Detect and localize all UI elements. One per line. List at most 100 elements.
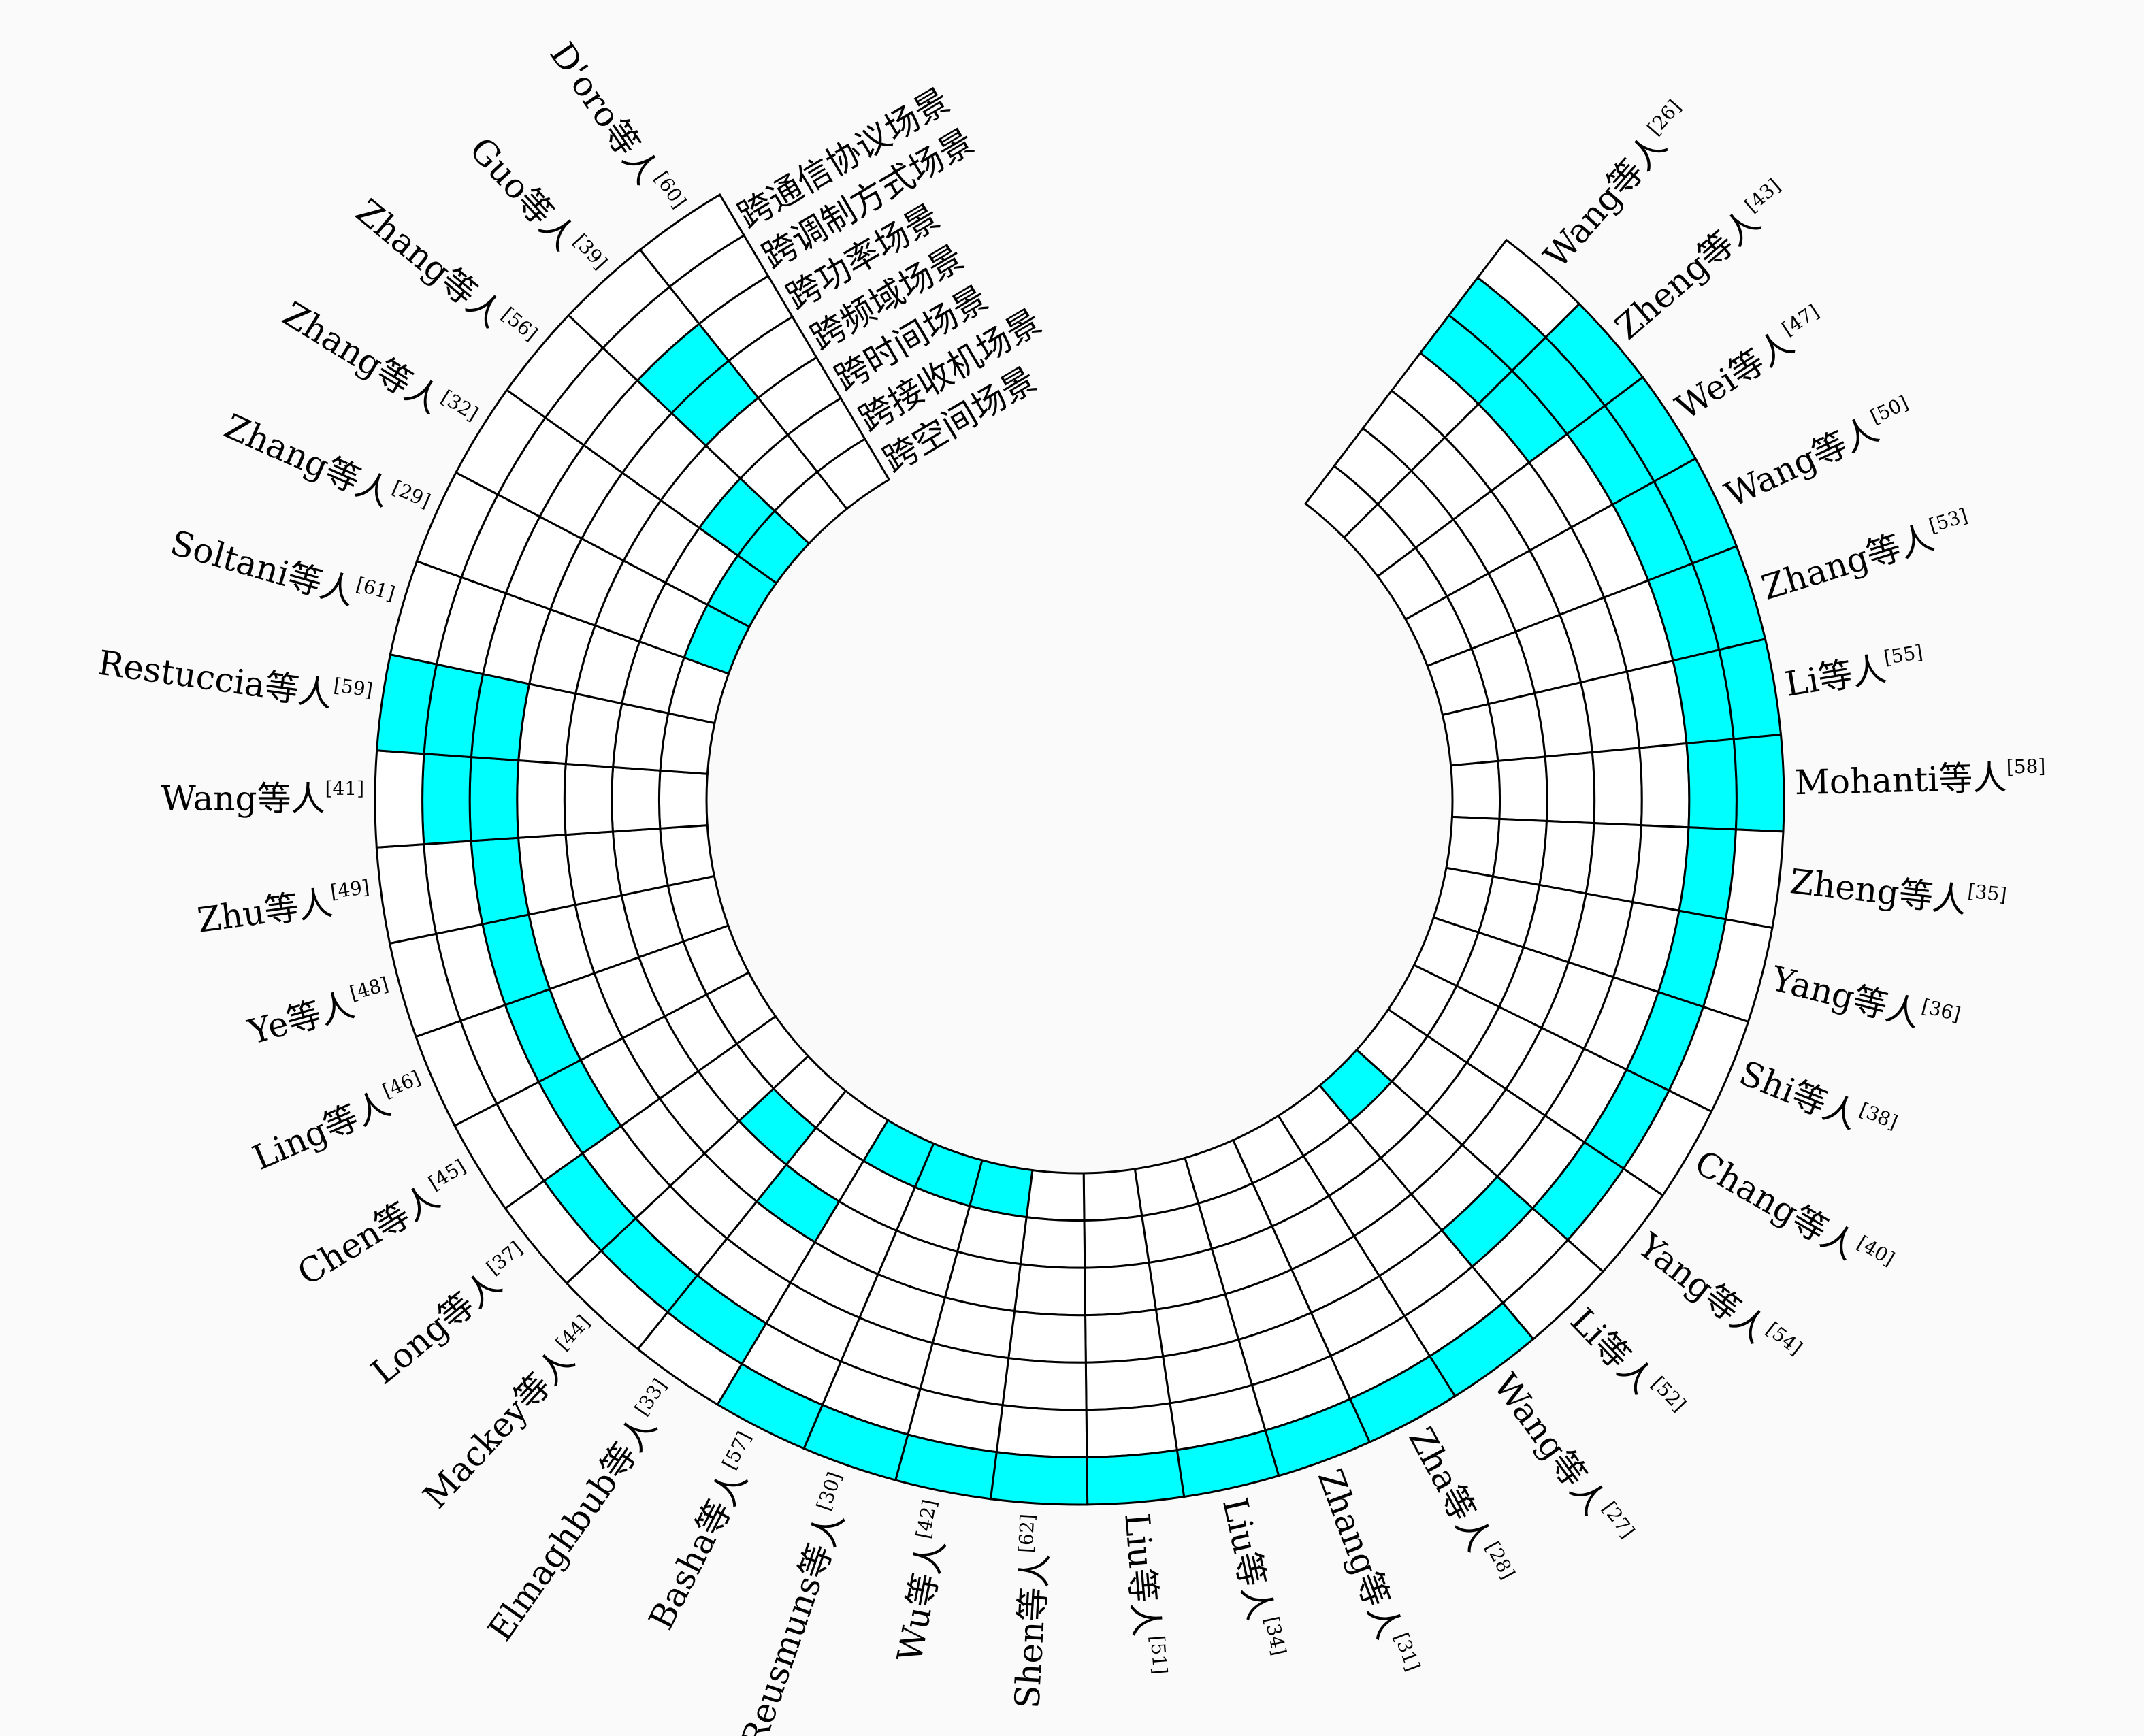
grid-cell xyxy=(1084,1308,1165,1364)
paper-name: Wei等人 xyxy=(1669,323,1800,428)
paper-ref: [48] xyxy=(347,972,391,1004)
paper-ref: [31] xyxy=(1390,1630,1425,1674)
grid-cell xyxy=(1013,1262,1087,1317)
grid-cell xyxy=(1083,1215,1150,1269)
paper-name: Ye等人 xyxy=(244,985,359,1053)
paper-ref: [51] xyxy=(1146,1635,1171,1675)
grid-cell xyxy=(989,1451,1089,1506)
grid-cell xyxy=(659,824,716,887)
grid-cell xyxy=(1591,747,1643,827)
paper-name: Liu等人 xyxy=(1215,1494,1280,1624)
paper-ref: [46] xyxy=(379,1066,424,1102)
grid-cell xyxy=(1631,824,1690,913)
paper-name: Zhang等人 xyxy=(218,406,397,514)
paper-name: Chen等人 xyxy=(291,1177,446,1294)
paper-name: Mohanti等人 xyxy=(1794,758,2007,803)
grid-cell xyxy=(1082,1168,1143,1222)
paper-name: Zheng等人 xyxy=(1788,862,1969,921)
paper-label: Chang等人[40] xyxy=(1688,1141,1898,1287)
paper-label: Wang等人[50] xyxy=(1718,391,1919,515)
paper-name: Mackey等人 xyxy=(415,1341,581,1516)
paper-label: Reusmuns等人[30] xyxy=(731,1469,864,1736)
paper-label: Zhang等人[32] xyxy=(276,292,482,442)
grid-cell xyxy=(1491,817,1548,887)
paper-name: Zhang等人 xyxy=(1310,1464,1409,1644)
paper-label: Li等人[55] xyxy=(1782,640,1928,704)
grid-cell xyxy=(1025,1168,1086,1222)
paper-label: Soltani等人[61] xyxy=(166,521,397,623)
paper-label: Zhang等人[29] xyxy=(218,404,434,530)
paper-label: Zha等人[28] xyxy=(1401,1420,1520,1592)
paper-label: Long等人[37] xyxy=(362,1237,538,1392)
paper-ref: [55] xyxy=(1882,640,1924,669)
paper-name: Guo等人 xyxy=(461,130,583,258)
paper-name: Shen等人 xyxy=(1007,1552,1056,1709)
grid-cell xyxy=(1084,1261,1158,1317)
paper-label: Wang等人[27] xyxy=(1486,1364,1640,1553)
grid-cell xyxy=(638,193,746,289)
grid-cell xyxy=(1585,822,1643,904)
paper-name: Ling等人 xyxy=(247,1084,396,1178)
paper-name: Yang等人 xyxy=(1767,959,1925,1035)
paper-ref: [53] xyxy=(1926,504,1970,537)
paper-name: Zha等人 xyxy=(1401,1421,1499,1558)
paper-label: Liu等人[34] xyxy=(1215,1494,1291,1662)
grid-cell xyxy=(1544,751,1596,825)
paper-name: Basha等人 xyxy=(641,1464,755,1636)
grid-cell xyxy=(516,759,567,839)
paper-label: Wu等人[42] xyxy=(888,1498,960,1665)
grid-cell xyxy=(1085,1402,1179,1458)
paper-label: Zheng等人[43] xyxy=(1606,174,1798,348)
paper-name: Wang等人 xyxy=(1486,1366,1614,1522)
paper-label: Zheng等人[35] xyxy=(1788,859,2008,926)
grid-cell xyxy=(657,769,709,830)
grid-cell xyxy=(1086,1449,1186,1506)
grid-cell xyxy=(374,749,425,849)
paper-name: Wu等人 xyxy=(890,1537,952,1665)
paper-label: Chen等人[45] xyxy=(289,1155,479,1294)
grid-cell xyxy=(1538,819,1595,895)
paper-name: Yang等人 xyxy=(1630,1225,1774,1350)
paper-name: Zhang等人 xyxy=(276,294,448,421)
grid-cell xyxy=(468,756,520,842)
paper-label: Yang等人[54] xyxy=(1630,1224,1807,1375)
grid-cell xyxy=(1724,828,1785,930)
paper-label: Zhu等人[49] xyxy=(195,875,374,940)
paper-ref: [29] xyxy=(389,476,434,512)
paper-ref: [59] xyxy=(332,674,374,702)
paper-name: Reusmuns等人 xyxy=(734,1507,851,1736)
paper-label: Wei等人[47] xyxy=(1668,299,1834,427)
paper-name: Soltani等人 xyxy=(166,523,359,612)
paper-label: Wang等人[41] xyxy=(161,776,364,819)
grid-cell xyxy=(611,766,662,833)
paper-label: Ye等人[48] xyxy=(243,972,396,1053)
grid-cell xyxy=(1685,738,1738,831)
paper-name: Zhu等人 xyxy=(195,883,334,940)
paper-label: Guo等人[39] xyxy=(461,128,612,286)
paper-ref: [38] xyxy=(1856,1098,1901,1133)
paper-ref: [35] xyxy=(1966,879,2008,906)
paper-name: Restuccia等人 xyxy=(96,643,336,715)
paper-label: Zhang等人[56] xyxy=(348,190,542,360)
paper-name: Liu等人 xyxy=(1117,1511,1166,1637)
paper-ref: [41] xyxy=(325,776,365,799)
paper-label: Shen等人[62] xyxy=(1005,1513,1058,1709)
paper-label: Li等人[52] xyxy=(1563,1299,1691,1429)
paper-name: Li等人 xyxy=(1563,1300,1661,1401)
paper-label: Shi等人[38] xyxy=(1734,1051,1901,1151)
grid-cell xyxy=(421,753,472,846)
paper-name: Wang等人 xyxy=(161,779,325,818)
paper-label: Yang等人[36] xyxy=(1767,956,1963,1045)
grid-cell xyxy=(1497,755,1548,823)
paper-ref: [58] xyxy=(2006,755,2045,778)
paper-label: Restuccia等人[59] xyxy=(96,640,374,720)
paper-ref: [34] xyxy=(1261,1614,1291,1657)
paper-name: D'oro等人 xyxy=(542,35,667,191)
paper-name: Shi等人 xyxy=(1734,1053,1864,1136)
paper-label: Wang等人[26] xyxy=(1534,95,1700,276)
paper-label: Zhang等人[53] xyxy=(1756,504,1975,608)
paper-name: Wang等人 xyxy=(1536,126,1674,275)
paper-name: Zhang等人 xyxy=(348,191,510,335)
